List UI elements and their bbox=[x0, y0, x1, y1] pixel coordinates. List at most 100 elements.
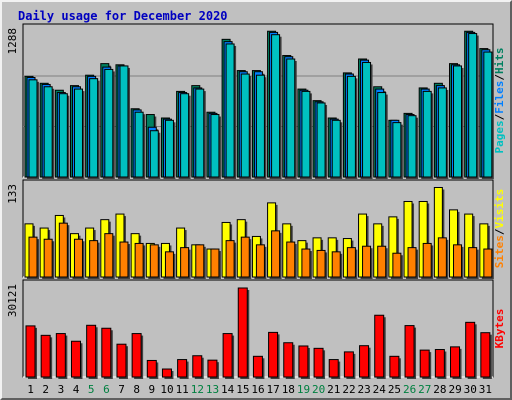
visits-legend-item: / bbox=[493, 228, 506, 235]
pages-bar bbox=[240, 73, 250, 178]
day-label: 30 bbox=[464, 383, 477, 396]
kbytes-legend-item: KBytes bbox=[493, 309, 506, 349]
kbytes-bar bbox=[177, 359, 188, 378]
kbytes-legend: KBytes bbox=[493, 309, 506, 349]
sites-bar bbox=[210, 248, 220, 278]
pages-bar bbox=[255, 74, 265, 178]
sites-bar bbox=[422, 242, 432, 278]
kbytes-bar bbox=[298, 345, 309, 378]
sites-bar bbox=[331, 251, 341, 278]
day-label: 3 bbox=[58, 383, 65, 396]
day-label: 2 bbox=[42, 383, 49, 396]
day-label: 4 bbox=[73, 383, 80, 396]
sites-bar bbox=[377, 245, 387, 278]
day-label: 31 bbox=[479, 383, 492, 396]
sites-bar bbox=[119, 241, 129, 278]
pages-bar bbox=[422, 90, 432, 178]
hits-legend-item: Files bbox=[493, 81, 506, 114]
kbytes-bar bbox=[404, 325, 415, 378]
hits-ymax-label: 1288 bbox=[6, 28, 19, 55]
sites-bar bbox=[271, 230, 281, 278]
kbytes-bar bbox=[283, 342, 294, 378]
day-label: 9 bbox=[149, 383, 156, 396]
day-label: 6 bbox=[103, 383, 110, 396]
kbytes-bar bbox=[313, 347, 324, 378]
kbytes-bar bbox=[161, 368, 172, 378]
pages-bar bbox=[271, 34, 281, 178]
sites-bar bbox=[437, 237, 447, 278]
sites-bar bbox=[483, 248, 493, 278]
day-label: 12 bbox=[191, 383, 204, 396]
sites-bar bbox=[104, 233, 114, 278]
sites-bar bbox=[73, 238, 83, 278]
kbytes-bar bbox=[359, 345, 370, 378]
day-label: 1 bbox=[27, 383, 34, 396]
sites-bar bbox=[301, 248, 311, 278]
kbytes-bar bbox=[328, 359, 339, 378]
pages-bar bbox=[134, 111, 144, 178]
kbytes-bar bbox=[207, 359, 218, 378]
sites-bar bbox=[392, 252, 402, 278]
pages-bar bbox=[119, 65, 129, 178]
sites-bar bbox=[164, 251, 174, 278]
kbytes-bar bbox=[237, 287, 248, 378]
day-label: 28 bbox=[433, 383, 446, 396]
day-label: 7 bbox=[118, 383, 125, 396]
hits-legend-item: / bbox=[493, 74, 506, 81]
pages-bar bbox=[331, 119, 341, 178]
sites-bar bbox=[453, 244, 463, 278]
pages-bar bbox=[73, 88, 83, 178]
kbytes-bar bbox=[480, 332, 491, 378]
day-label: 23 bbox=[358, 383, 371, 396]
pages-bar bbox=[28, 79, 38, 178]
day-label: 18 bbox=[282, 383, 295, 396]
hits-legend: Pages/Files/Hits bbox=[493, 48, 506, 154]
kbytes-bar bbox=[222, 333, 233, 378]
day-label: 20 bbox=[312, 383, 325, 396]
pages-bar bbox=[316, 102, 326, 178]
day-label: 11 bbox=[176, 383, 189, 396]
kbytes-bar bbox=[389, 355, 400, 378]
pages-bar bbox=[195, 88, 205, 178]
sites-bar bbox=[225, 240, 235, 278]
kbytes-bar bbox=[101, 327, 112, 378]
pages-bar bbox=[437, 87, 447, 178]
sites-bar bbox=[43, 238, 53, 278]
day-label: 24 bbox=[373, 383, 387, 396]
day-label: 16 bbox=[251, 383, 264, 396]
visits-legend-item: Sites bbox=[493, 235, 506, 268]
pages-bar bbox=[164, 119, 174, 178]
sites-bar bbox=[255, 244, 265, 278]
pages-bar bbox=[377, 92, 387, 178]
visits-legend-item: Visits bbox=[493, 189, 506, 229]
pages-bar bbox=[468, 33, 478, 178]
pages-bar bbox=[301, 90, 311, 178]
sites-bar bbox=[346, 247, 356, 278]
kbytes-ymax-label: 30121 bbox=[6, 284, 19, 317]
kbytes-bar bbox=[55, 333, 66, 378]
day-label: 26 bbox=[403, 383, 416, 396]
kbytes-bar bbox=[25, 325, 36, 378]
kbytes-bar bbox=[252, 355, 263, 378]
day-label: 27 bbox=[418, 383, 431, 396]
sites-bar bbox=[407, 247, 417, 278]
day-label: 17 bbox=[267, 383, 280, 396]
day-label: 29 bbox=[448, 383, 461, 396]
sites-bar bbox=[89, 240, 99, 278]
day-label: 10 bbox=[160, 383, 173, 396]
day-label: 8 bbox=[133, 383, 140, 396]
pages-bar bbox=[362, 61, 372, 178]
day-label: 15 bbox=[236, 383, 249, 396]
sites-bar bbox=[316, 249, 326, 278]
pages-bar bbox=[58, 93, 68, 178]
sites-bar bbox=[149, 244, 159, 278]
day-label: 22 bbox=[342, 383, 355, 396]
pages-bar bbox=[392, 122, 402, 178]
kbytes-bar bbox=[465, 321, 476, 378]
kbytes-bar bbox=[70, 340, 81, 378]
sites-bar bbox=[468, 247, 478, 278]
pages-bar bbox=[453, 65, 463, 178]
day-label: 25 bbox=[388, 383, 401, 396]
kbytes-bar bbox=[131, 333, 142, 378]
